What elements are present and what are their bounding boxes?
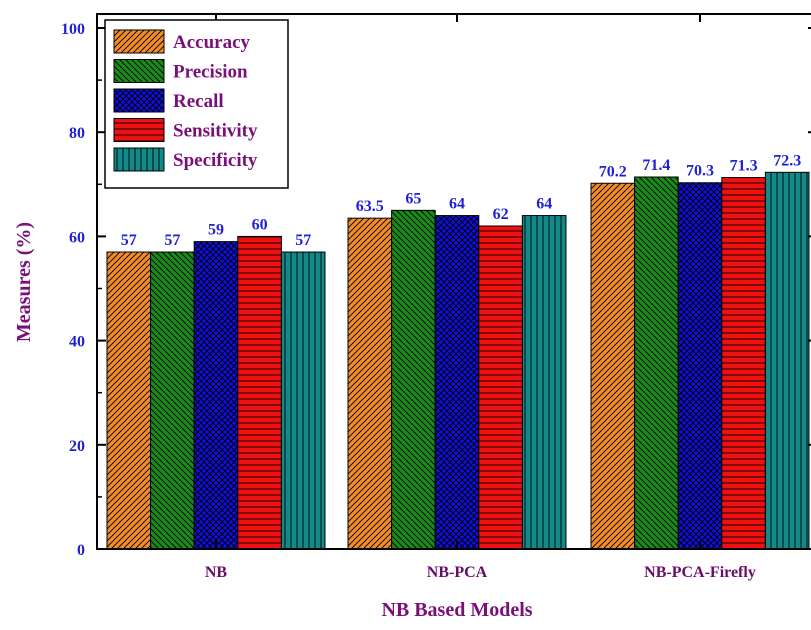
data-label: 59: [208, 222, 224, 239]
bar-precision-nb-pca-firefly: [634, 176, 679, 550]
bars-layer: [106, 171, 810, 550]
legend-label-recall: Recall: [173, 91, 224, 112]
data-label: 64: [536, 196, 552, 213]
bar-sensitivity-nb: [237, 235, 282, 550]
bar-recall-nb-pca: [434, 215, 480, 550]
legend-label-precision: Precision: [173, 62, 248, 83]
y-tick-label: 60: [69, 229, 85, 246]
data-label: 70.2: [599, 163, 627, 180]
data-label: 71.4: [642, 157, 670, 174]
y-tick-label: 20: [69, 438, 85, 455]
bar-sensitivity-nb-pca-firefly: [721, 177, 766, 550]
legend-swatch-specificity: [113, 147, 165, 172]
data-label: 57: [295, 232, 311, 249]
data-label: 57: [164, 232, 180, 249]
legend-swatch-recall: [113, 88, 165, 113]
data-label: 71.3: [730, 158, 758, 175]
data-label: 70.3: [686, 163, 714, 180]
bar-accuracy-nb: [106, 251, 152, 550]
bar-precision-nb: [150, 251, 195, 550]
data-label: 72.3: [773, 152, 801, 169]
x-category-label: NB-PCA: [427, 564, 488, 581]
legend-swatch-precision: [113, 59, 165, 83]
data-label: 62: [493, 206, 509, 223]
y-axis-title: Measures (%): [13, 222, 35, 342]
legend: Accuracy Precision Recall Sensitivity Specif…: [104, 19, 289, 189]
y-tick-label: 0: [77, 542, 85, 559]
y-tick-label: 40: [69, 334, 85, 351]
y-tick-label: 80: [69, 125, 85, 142]
legend-swatch-accuracy: [113, 29, 165, 54]
data-labels-layer: 57 57 59 60 57 63.5 65 64 62 64 70.2 71.4 70.3 71.3 72…: [121, 152, 801, 249]
data-label: 60: [252, 216, 268, 233]
data-label: 57: [121, 232, 137, 249]
x-axis-title: NB Based Models: [381, 599, 532, 621]
legend-label-accuracy: Accuracy: [173, 32, 251, 53]
legend-label-specificity: Specificity: [173, 150, 258, 171]
bar-specificity-nb-pca: [521, 215, 567, 550]
data-label: 63.5: [356, 198, 384, 215]
x-category-label: NB-PCA-Firefly: [644, 564, 756, 581]
bar-accuracy-nb-pca: [347, 217, 393, 550]
bar-specificity-nb: [280, 251, 326, 550]
legend-label-sensitivity: Sensitivity: [173, 121, 258, 142]
legend-swatch-sensitivity: [113, 118, 165, 142]
bar-recall-nb-pca-firefly: [677, 182, 723, 550]
bar-recall-nb: [193, 241, 239, 550]
data-label: 64: [449, 196, 465, 213]
bar-accuracy-nb-pca-firefly: [590, 182, 636, 550]
bar-sensitivity-nb-pca: [478, 225, 523, 550]
axis-ticks-layer: 0 20 40 60 80 100 NB NB-PCA NB-PCA-Firefly: [61, 14, 811, 581]
bar-precision-nb-pca: [391, 209, 436, 550]
x-category-label: NB: [205, 564, 228, 581]
y-tick-label: 100: [61, 21, 85, 38]
bar-specificity-nb-pca-firefly: [764, 171, 810, 550]
data-label: 65: [405, 190, 421, 207]
